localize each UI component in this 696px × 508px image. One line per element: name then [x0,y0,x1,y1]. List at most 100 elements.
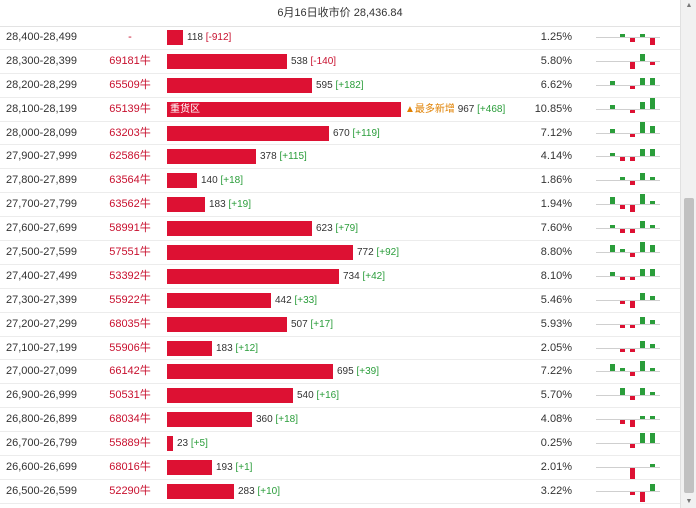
table-row[interactable]: 27,600-27,699 58991牛 623 [+79] 7.60% [0,217,680,242]
sparkline-bar [630,491,635,496]
sparkline-bar [620,348,625,353]
price-range: 28,000-28,099 [6,126,77,139]
table-row[interactable]: 27,800-27,899 63564牛 140 [+18] 1.86% [0,169,680,194]
cbbc-code-link[interactable]: 68016牛 [109,461,151,474]
vertical-scrollbar[interactable]: ▲ ▼ [680,0,696,508]
sparkline-bar [640,33,645,37]
percentage: 5.70% [540,389,572,402]
table-header-title: 6月16日收市价 28,436.84 [0,0,680,27]
sparkline-bar [650,483,655,491]
percentage: 5.46% [540,293,572,306]
percentage: 4.08% [540,413,572,426]
cbbc-code-link[interactable]: 68034牛 [109,413,151,426]
sparkline-baseline [596,443,660,445]
table-row[interactable]: 27,700-27,799 63562牛 183 [+19] 1.94% [0,193,680,218]
table-row[interactable]: 26,600-26,699 68016牛 193 [+1] 2.01% [0,456,680,480]
scroll-thumb[interactable] [684,198,694,493]
cbbc-code-link[interactable]: 63562牛 [109,198,151,211]
table-row[interactable]: 28,300-28,399 69181牛 538 [-140] 5.80% [0,50,680,74]
sparkline-bar [640,432,645,444]
cbbc-code-link[interactable]: 52290牛 [109,484,151,497]
cbbc-code-link[interactable]: 63564牛 [109,174,151,187]
table-row[interactable]: 26,900-26,999 50531牛 540 [+16] 5.70% [0,384,680,409]
table-row[interactable]: 28,100-28,199 65139牛 重货区 ▲最多新增 967 [+468] 10… [0,98,680,122]
volume-bar [167,268,339,284]
bar-value: 442 [275,294,292,306]
scroll-up-arrow-icon[interactable]: ▲ [685,2,693,9]
sparkline-bar [630,420,635,428]
cbbc-code-link[interactable]: 65509牛 [109,78,151,91]
cbbc-code-link[interactable]: 66142牛 [109,365,151,378]
sparkline-bar [630,253,635,257]
sparkline-bar [630,348,635,353]
sparkline-bar [610,197,615,205]
bar-value: 623 [316,223,333,235]
cbbc-code-link[interactable]: 62586牛 [109,150,151,163]
bar-delta: [+119] [352,127,380,139]
sparkline-bar [630,133,635,138]
price-range: 27,100-27,199 [6,341,77,354]
change-sparkline [596,360,660,383]
sparkline-bar [650,38,655,45]
sparkline-bar [630,38,635,42]
change-sparkline [596,26,660,49]
price-range: 26,600-26,699 [6,461,77,474]
cbbc-code-link[interactable]: 58991牛 [109,222,151,235]
sparkline-bar [640,316,645,324]
table-row[interactable]: 27,300-27,399 55922牛 442 [+33] 5.46% [0,289,680,313]
volume-bar [167,197,205,213]
sparkline-baseline [596,467,660,469]
cbbc-code-link[interactable]: 68035牛 [109,317,151,330]
percentage: 1.86% [540,174,572,187]
volume-bar [167,436,173,452]
table-row[interactable]: 27,200-27,299 68035牛 507 [+17] 5.93% [0,313,680,337]
cbbc-code-link[interactable]: 53392牛 [109,269,151,282]
cbbc-code-link[interactable]: 65139牛 [109,102,151,115]
change-sparkline [596,384,660,407]
sparkline-bar [630,181,635,185]
table-row[interactable]: 27,500-27,599 57551牛 772 [+92] 8.80% [0,241,680,265]
sparkline-bar [630,157,635,161]
cbbc-code-link[interactable]: 55906牛 [109,341,151,354]
volume-bar [167,364,333,380]
bar-value: 183 [216,342,233,354]
bar-value-group: 118 [-912] [187,26,231,49]
sparkline-bar [620,229,625,233]
table-row[interactable]: 27,400-27,499 53392牛 734 [+42] 8.10% [0,265,680,289]
scroll-down-arrow-icon[interactable]: ▼ [685,498,693,505]
cbbc-code-link[interactable]: 55922牛 [109,293,151,306]
cbbc-code-link[interactable]: 69181牛 [109,54,151,67]
sparkline-bar [620,176,625,181]
table-row[interactable]: 28,400-28,499 - 118 [-912] 1.25% [0,26,680,50]
table-row[interactable]: 26,800-26,899 68034牛 360 [+18] 4.08% [0,408,680,433]
change-sparkline [596,217,660,240]
sparkline-bar [650,77,655,85]
cbbc-code-link[interactable]: 55889牛 [109,437,151,450]
percentage: 8.80% [540,246,572,259]
volume-bar [167,30,183,45]
cbbc-code-link[interactable]: 50531牛 [109,389,151,402]
table-row[interactable]: 28,000-28,099 63203牛 670 [+119] 7.12% [0,122,680,146]
sparkline-bar [630,276,635,281]
table-row[interactable]: 26,500-26,599 52290牛 283 [+10] 3.22% [0,480,680,504]
table-row[interactable]: 27,000-27,099 66142牛 695 [+39] 7.22% [0,360,680,385]
volume-bar [167,340,212,356]
cbbc-code-link[interactable]: 63203牛 [109,126,151,139]
cbbc-code-link[interactable]: 57551牛 [109,246,151,259]
change-sparkline [596,313,660,336]
sparkline-bar [620,33,625,37]
table-row[interactable]: 27,100-27,199 55906牛 183 [+12] 2.05% [0,337,680,361]
change-sparkline [596,456,660,479]
sparkline-bar [630,372,635,376]
bar-delta: [+18] [220,175,243,187]
price-range: 27,600-27,699 [6,222,77,235]
change-sparkline [596,337,660,360]
sparkline-bar [640,360,645,372]
sparkline-bar [650,61,655,66]
table-row[interactable]: 28,200-28,299 65509牛 595 [+182] 6.62% [0,74,680,98]
bar-value-group: 772 [+92] [357,241,399,264]
table-row[interactable]: 26,700-26,799 55889牛 23 [+5] 0.25% [0,432,680,457]
cbbc-code-link[interactable]: - [128,31,132,43]
table-row[interactable]: 27,900-27,999 62586牛 378 [+115] 4.14% [0,145,680,170]
volume-bar [167,388,293,404]
